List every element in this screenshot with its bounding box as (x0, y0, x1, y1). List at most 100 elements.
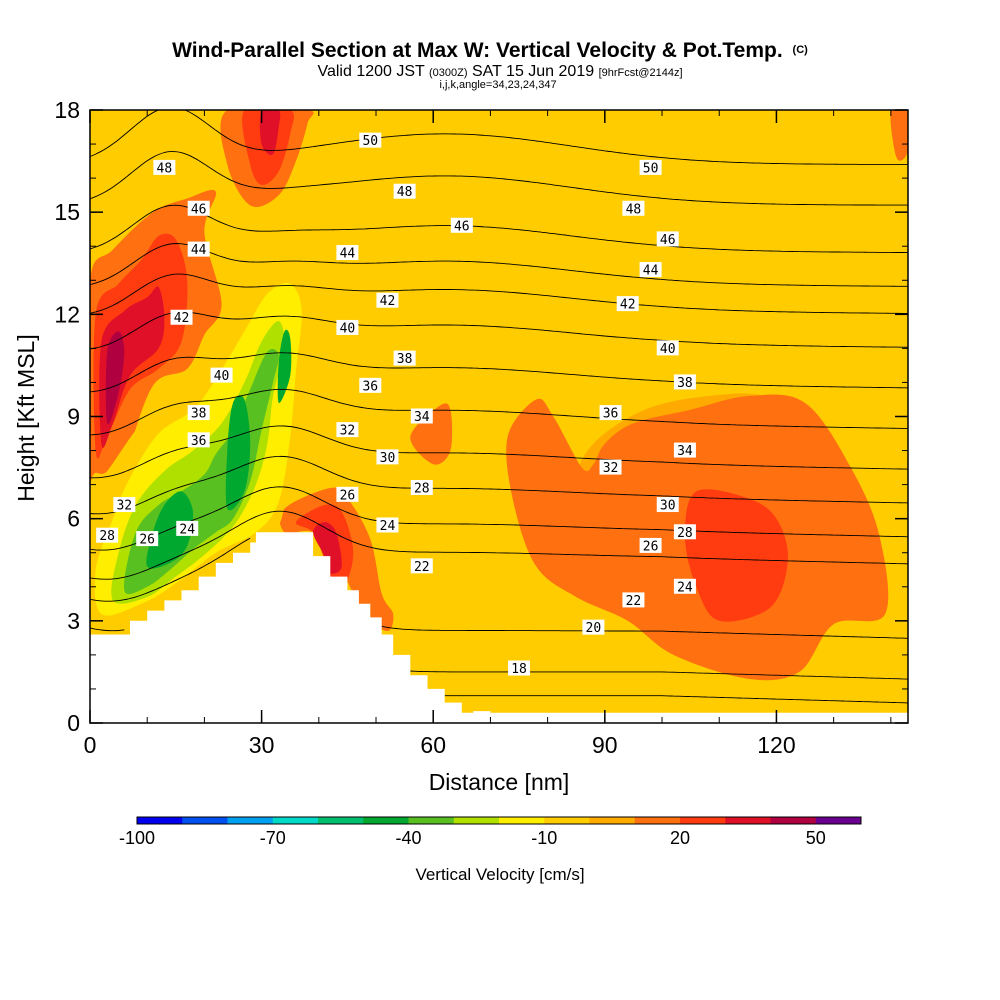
w-region-6 (313, 522, 342, 574)
contour-label-bg (376, 517, 399, 533)
colorbar-swatch (272, 817, 319, 824)
w-region-20 (146, 491, 194, 569)
contour-label-46-1: 46 (454, 219, 470, 234)
contour-label-40-0: 40 (214, 369, 230, 384)
contour-label-bg (673, 578, 696, 594)
contour-label-44-0: 44 (191, 243, 207, 258)
colorbar-swatch (770, 817, 817, 824)
contour-label-38-1: 38 (397, 352, 413, 367)
colorbar-swatch (453, 817, 500, 824)
chart-indices: i,j,k,angle=34,23,24,347 (439, 79, 556, 91)
contour-label-24-1: 24 (380, 519, 396, 534)
w-region-10 (105, 331, 125, 425)
colorbar-tick-label: -70 (260, 828, 286, 848)
colorbar-tick-label: -100 (119, 828, 155, 848)
contour-label-bg (582, 619, 605, 635)
contour-label-38-0: 38 (191, 407, 207, 422)
contour-label-bg (136, 531, 159, 547)
contour-label-bg (673, 524, 696, 540)
contour-label-bg (187, 200, 210, 216)
colorbar-swatch (634, 817, 681, 824)
contour-label-26-1: 26 (340, 488, 356, 503)
terrain (90, 532, 908, 723)
contour-label-46-2: 46 (660, 233, 676, 248)
colorbar-tick-label: 50 (806, 828, 826, 848)
contour-label-bg (656, 231, 679, 247)
colorbar-tick-label: -40 (395, 828, 421, 848)
contour-label-bg (450, 217, 473, 233)
y-tick-label: 18 (54, 97, 80, 123)
contour-label-bg (187, 241, 210, 257)
contour-label-bg (622, 200, 645, 216)
theta-contour-50 (90, 110, 908, 165)
y-axis-label: Height [Kft MSL] (13, 334, 39, 501)
theta-contour-20 (410, 670, 908, 680)
contour-label-32-0: 32 (116, 499, 132, 514)
contour-label-28-0: 28 (99, 529, 115, 544)
contour-label-42-1: 42 (380, 294, 396, 309)
theta-contour-42 (90, 273, 908, 314)
contour-label-38-2: 38 (677, 376, 693, 391)
contour-label-bg (393, 183, 416, 199)
contour-label-bg (336, 486, 359, 502)
contour-label-bg (153, 159, 176, 175)
chart-title: Wind-Parallel Section at Max W: Vertical… (172, 39, 808, 62)
contour-label-32-2: 32 (603, 461, 619, 476)
contour-label-bg (96, 527, 119, 543)
contour-label-24-0: 24 (179, 522, 195, 537)
contour-label-bg (639, 262, 662, 278)
y-tick-label: 12 (54, 301, 80, 327)
theta-contour-36 (90, 388, 908, 436)
contour-label-20-0: 20 (586, 621, 602, 636)
colorbar-swatch (182, 817, 228, 824)
contour-label-bg (599, 459, 622, 475)
w-region-15 (888, 254, 908, 346)
colorbar-swatch (815, 817, 862, 824)
contour-label-bg (336, 319, 359, 335)
theta-contour-18 (444, 695, 908, 704)
contour-label-bg (622, 592, 645, 608)
contour-label-bg (176, 520, 199, 536)
contour-label-26-0: 26 (139, 533, 155, 548)
contour-label-34-1: 34 (677, 444, 693, 459)
contour-label-50-1: 50 (643, 161, 659, 176)
colorbar-title: Vertical Velocity [cm/s] (415, 865, 584, 884)
colorbar-swatch (227, 817, 274, 824)
x-tick-label: 30 (249, 732, 275, 758)
colorbar-swatch (499, 817, 545, 824)
contour-label-34-0: 34 (414, 410, 430, 425)
contour-label-bg (656, 497, 679, 513)
colorbar-swatch (363, 817, 409, 824)
theta-contour-44 (90, 243, 908, 287)
contour-label-26-2: 26 (643, 539, 659, 554)
w-region-22 (277, 329, 292, 404)
w-region-13 (259, 110, 281, 155)
theta-contour-48 (90, 151, 908, 206)
w-region-21 (225, 395, 251, 511)
theta-contour-32 (90, 455, 908, 515)
x-tick-label: 0 (84, 732, 97, 758)
w-region-9 (99, 286, 165, 448)
x-tick-label: 60 (420, 732, 446, 758)
y-tick-label: 0 (67, 710, 80, 736)
contour-label-36-1: 36 (362, 379, 378, 394)
theta-contour-24 (90, 627, 125, 632)
contour-label-30-0: 30 (380, 451, 396, 466)
contour-label-32-1: 32 (340, 424, 356, 439)
colorbar-swatch (725, 817, 771, 824)
colorbar-tick-label: 20 (670, 828, 690, 848)
contour-label-bg (410, 480, 433, 496)
contour-label-bg (410, 408, 433, 424)
colorbar-swatch (137, 817, 183, 824)
contour-label-bg (410, 558, 433, 574)
contour-label-40-2: 40 (660, 342, 676, 357)
contour-label-48-2: 48 (626, 202, 642, 217)
theta-contour-46 (90, 204, 908, 253)
contour-label-30-1: 30 (660, 499, 676, 514)
theta-contour-40 (90, 311, 908, 350)
theta-contour-34 (90, 425, 908, 479)
chart-subtitle: Valid 1200 JST (0300Z) SAT 15 Jun 2019 [… (317, 63, 682, 80)
